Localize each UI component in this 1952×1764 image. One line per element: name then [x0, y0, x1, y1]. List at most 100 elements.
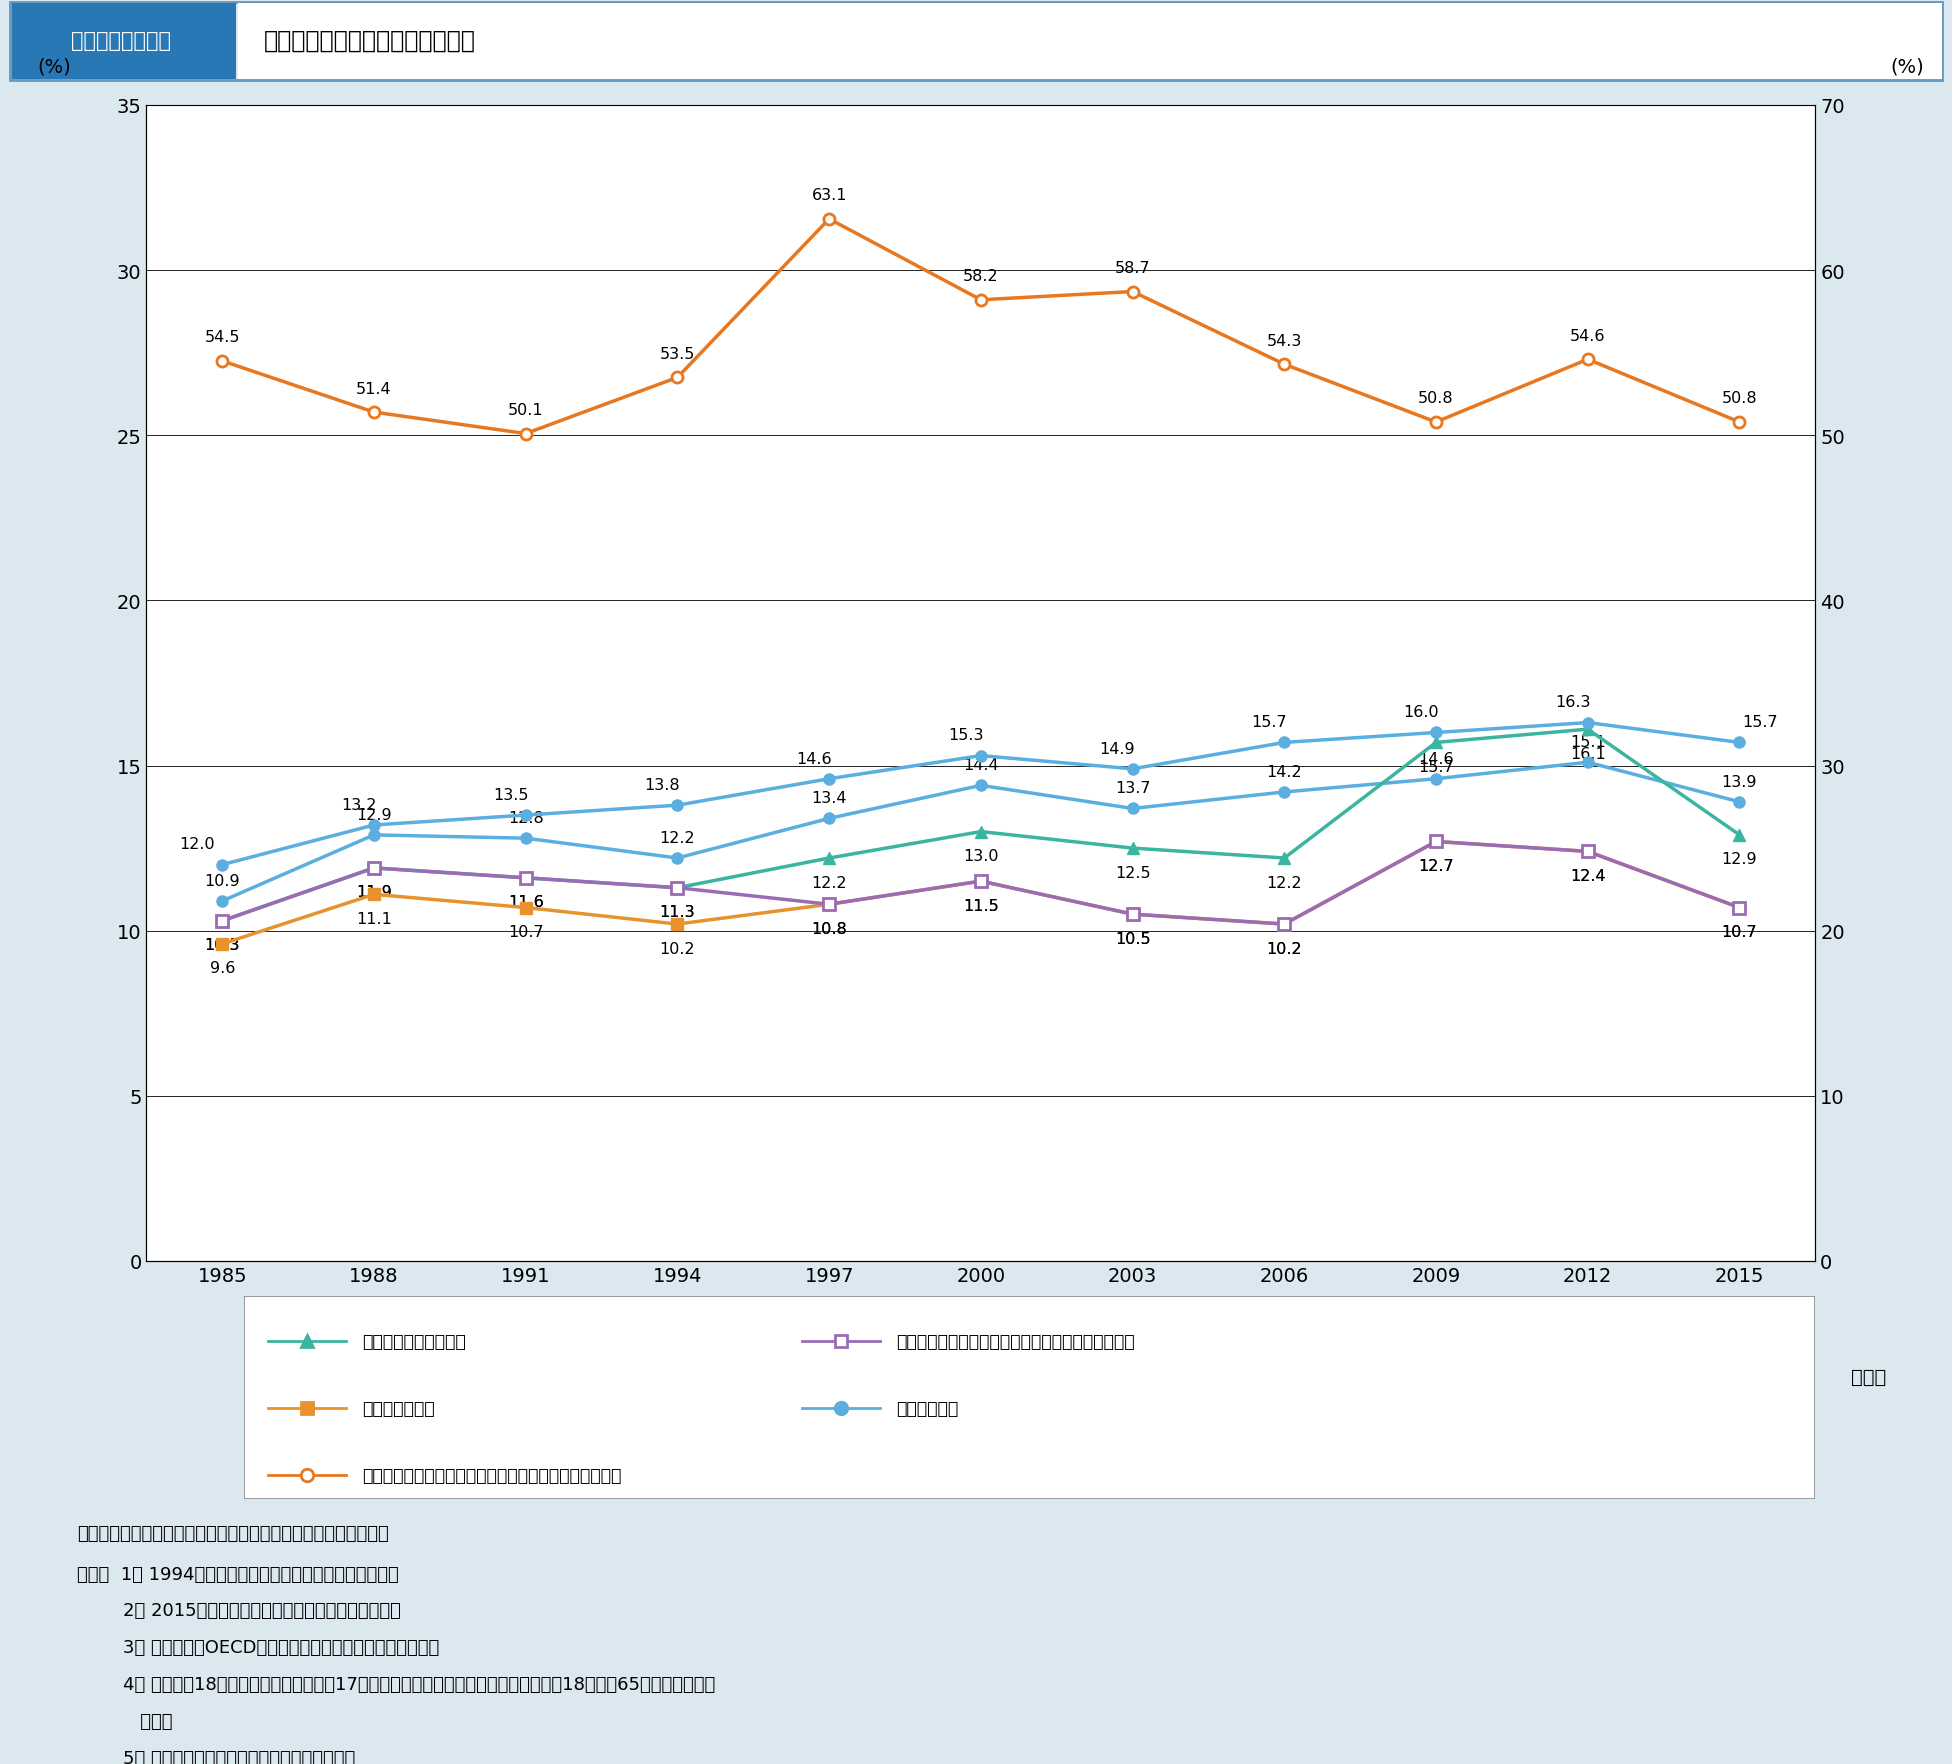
Text: 10.5: 10.5 [1115, 931, 1150, 946]
子どもの貧困率 [818, 894, 841, 916]
FancyBboxPatch shape [12, 4, 236, 81]
Text: (%): (%) [1890, 58, 1925, 78]
Line: 子どもがいる現役世帯のうち大人が一人の世帯（右軸）: 子どもがいる現役世帯のうち大人が一人の世帯（右軸） [217, 213, 1745, 439]
子どもの貧困率 [1273, 914, 1296, 935]
Text: 13.9: 13.9 [1722, 774, 1757, 789]
Text: 50.1: 50.1 [508, 402, 543, 418]
子どもの貧困率 [363, 884, 386, 905]
Text: 子どもの貧困率: 子どもの貧困率 [361, 1399, 435, 1416]
Text: 14.9: 14.9 [1099, 741, 1136, 757]
Text: 63.1: 63.1 [812, 189, 847, 203]
子どもの貧困率 [666, 914, 689, 935]
Text: 2． 2015年の数値は、熊本県を除いたものである。: 2． 2015年の数値は、熊本県を除いたものである。 [78, 1602, 402, 1619]
子どもの貧困率 [211, 933, 234, 954]
Text: 10.8: 10.8 [812, 921, 847, 937]
Text: （注）  1． 1994年の数値は、兵庫県を除いたものである。: （注） 1． 1994年の数値は、兵庫県を除いたものである。 [78, 1565, 398, 1582]
子どもがいる現役世帯 [1728, 826, 1751, 847]
Text: 10.2: 10.2 [1267, 940, 1302, 956]
Text: 14.6: 14.6 [796, 751, 832, 766]
Line: 子どもがいる現役世帯: 子どもがいる現役世帯 [217, 723, 1745, 928]
子どもがいる現役世帯 [818, 848, 841, 870]
Text: 10.7: 10.7 [1722, 924, 1757, 940]
Line: 子どもの貧困率: 子どもの貧困率 [217, 836, 1745, 949]
Text: 10.3: 10.3 [205, 938, 240, 953]
相対的貧困率 [1120, 799, 1144, 820]
Text: 16.3: 16.3 [1556, 695, 1591, 709]
FancyBboxPatch shape [244, 1297, 1815, 1499]
Text: 10.7: 10.7 [508, 924, 543, 940]
Text: 53.5: 53.5 [660, 348, 695, 362]
Text: 13.0: 13.0 [962, 848, 999, 864]
Text: 10.5: 10.5 [1115, 931, 1150, 946]
Text: 子どもがいる現役世帯のうち大人が二人以上の世帯: 子どもがいる現役世帯のうち大人が二人以上の世帯 [896, 1332, 1134, 1349]
子どもがいる現役世帯のうち大人が二人以上の世帯 [666, 878, 689, 900]
子どもがいる現役世帯のうち大人が一人の世帯（右軸） [1728, 413, 1751, 434]
子どもがいる現役世帯のうち大人が二人以上の世帯 [1120, 903, 1144, 924]
Text: 12.4: 12.4 [1569, 868, 1606, 884]
子どもの貧困率 [1575, 841, 1599, 863]
子どもがいる現役世帯のうち大人が二人以上の世帯 [1425, 831, 1448, 852]
Text: 54.3: 54.3 [1267, 333, 1302, 349]
子どもがいる現役世帯のうち大人が二人以上の世帯 [1575, 841, 1599, 863]
Text: 10.7: 10.7 [1722, 924, 1757, 940]
Text: 11.6: 11.6 [508, 894, 543, 910]
Text: 11.3: 11.3 [660, 905, 695, 919]
Text: 54.5: 54.5 [205, 330, 240, 346]
子どもがいる現役世帯 [968, 822, 992, 843]
Text: 13.8: 13.8 [644, 778, 679, 792]
Text: 15.7: 15.7 [1251, 714, 1286, 730]
相対的貧困率 [1728, 792, 1751, 813]
子どもがいる現役世帯のうち大人が二人以上の世帯 [968, 871, 992, 893]
Text: 図表２－１－１８: 図表２－１－１８ [70, 30, 172, 51]
Text: 12.2: 12.2 [1267, 875, 1302, 891]
子どもがいる現役世帯のうち大人が一人の世帯（右軸） [1425, 413, 1448, 434]
Line: 子どもがいる現役世帯のうち大人が二人以上の世帯: 子どもがいる現役世帯のうち大人が二人以上の世帯 [217, 836, 1745, 930]
Text: 15.7: 15.7 [1741, 714, 1778, 730]
子どもがいる現役世帯のうち大人が一人の世帯（右軸） [211, 351, 234, 372]
Text: 12.2: 12.2 [812, 875, 847, 891]
子どもの貧困率 [1728, 898, 1751, 919]
Text: (%): (%) [37, 58, 72, 78]
Text: 5． 等価可処分所得金額不詳の世帯員は除く。: 5． 等価可処分所得金額不詳の世帯員は除く。 [78, 1750, 355, 1764]
Text: 10.2: 10.2 [1267, 940, 1302, 956]
Text: 11.1: 11.1 [355, 912, 392, 926]
子どもがいる現役世帯のうち大人が一人の世帯（右軸） [1273, 355, 1296, 376]
Text: 51.4: 51.4 [355, 381, 392, 397]
子どもがいる現役世帯 [513, 868, 537, 889]
子どもがいる現役世帯 [211, 910, 234, 931]
子どもがいる現役世帯 [1120, 838, 1144, 859]
子どもの貧困率 [1120, 903, 1144, 924]
Text: 14.4: 14.4 [962, 759, 999, 773]
Text: 16.0: 16.0 [1403, 706, 1439, 720]
Text: 12.9: 12.9 [355, 808, 392, 822]
Text: 資料：厘生労働省政策統括官付世帯統計室「国民生活基礎調査」: 資料：厘生労働省政策統括官付世帯統計室「国民生活基礎調査」 [78, 1524, 388, 1542]
Text: 12.5: 12.5 [1115, 864, 1150, 880]
FancyBboxPatch shape [238, 4, 1942, 81]
子どもがいる現役世帯のうち大人が二人以上の世帯 [513, 868, 537, 889]
相対的貧困率 [968, 776, 992, 797]
Text: 15.3: 15.3 [949, 729, 984, 743]
Text: 10.2: 10.2 [660, 940, 695, 956]
Text: 11.3: 11.3 [660, 905, 695, 919]
Text: 13.4: 13.4 [812, 790, 847, 806]
Text: 12.4: 12.4 [1569, 868, 1606, 884]
Text: 58.7: 58.7 [1115, 261, 1150, 275]
Line: 相対的貧困率: 相対的貧困率 [217, 757, 1745, 907]
Text: 子どもがいる現役世帯: 子どもがいる現役世帯 [361, 1332, 467, 1349]
Text: 16.1: 16.1 [1569, 746, 1606, 762]
子どもがいる現役世帯のうち大人が一人の世帯（右軸） [1575, 349, 1599, 370]
Text: 14.2: 14.2 [1267, 764, 1302, 780]
子どもがいる現役世帯のうち大人が二人以上の世帯 [1273, 914, 1296, 935]
子どもがいる現役世帯 [363, 857, 386, 878]
Text: 50.8: 50.8 [1722, 392, 1757, 406]
Text: 13.2: 13.2 [342, 797, 377, 811]
Text: 3． 貧困率は、OECDの作成基準に基づいて算出している。: 3． 貧困率は、OECDの作成基準に基づいて算出している。 [78, 1639, 439, 1656]
Text: 世帯構造別　相対的貧困率の推移: 世帯構造別 相対的貧困率の推移 [264, 28, 476, 53]
Text: 54.6: 54.6 [1569, 328, 1606, 344]
Text: 15.7: 15.7 [1419, 760, 1454, 774]
子どもがいる現役世帯 [1425, 732, 1448, 753]
Text: 11.5: 11.5 [962, 898, 999, 914]
Text: 12.9: 12.9 [1722, 852, 1757, 866]
Text: 14.6: 14.6 [1419, 751, 1454, 766]
相対的貧困率 [1425, 769, 1448, 790]
